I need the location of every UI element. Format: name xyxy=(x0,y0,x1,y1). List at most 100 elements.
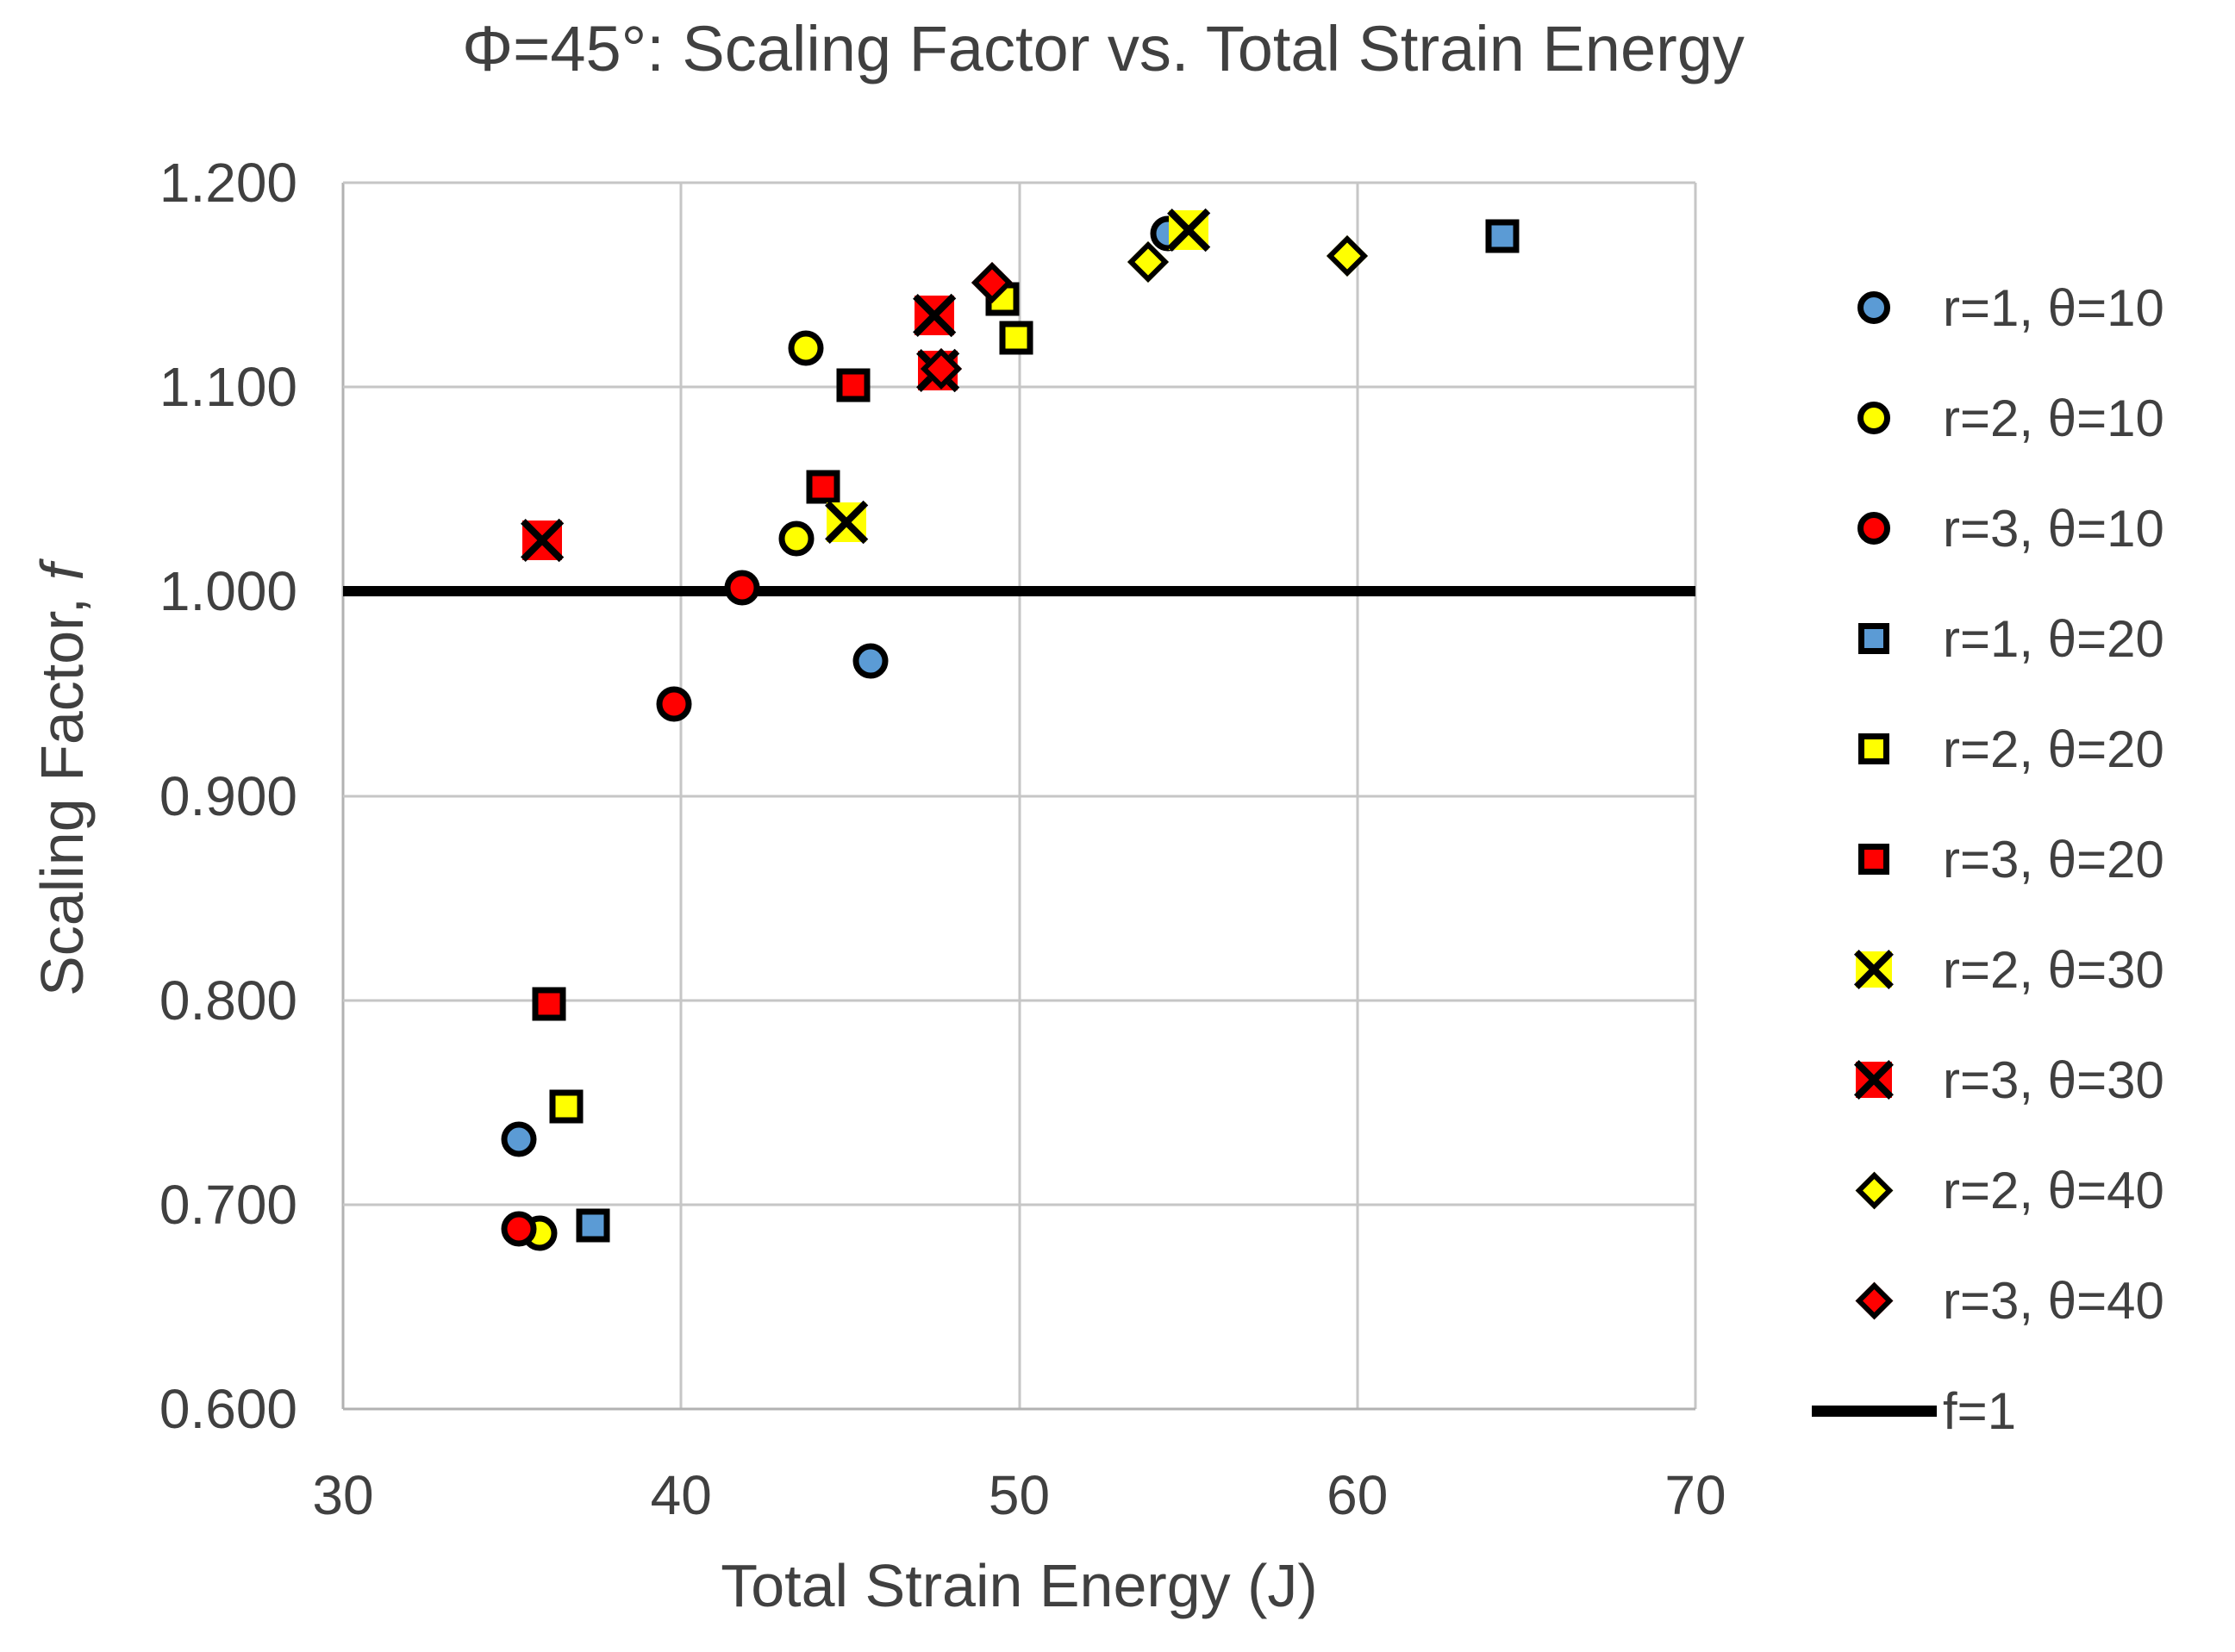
f-equals-1-reference-line xyxy=(343,586,1695,597)
data-point xyxy=(1326,235,1369,277)
data-point xyxy=(836,368,871,402)
data-point xyxy=(1485,219,1520,253)
data-point xyxy=(1168,209,1208,250)
legend-marker-slot xyxy=(1810,1062,1938,1098)
legend-item: r=1, θ=20 xyxy=(1810,604,2164,673)
xsquare-marker-icon xyxy=(1168,209,1208,250)
xsquare-marker-icon xyxy=(827,502,867,542)
xsquare-marker-icon xyxy=(522,521,563,561)
legend-item: f=1 xyxy=(1810,1376,2016,1445)
data-point xyxy=(806,470,840,504)
square-marker-icon xyxy=(532,987,566,1021)
legend-label: r=2, θ=10 xyxy=(1943,389,2164,447)
circle-marker-icon xyxy=(778,521,815,557)
legend-marker-slot xyxy=(1810,844,1938,875)
y-tick-label: 0.700 xyxy=(159,1173,297,1236)
data-point xyxy=(501,1121,537,1157)
x-axis-title: Total Strain Energy (J) xyxy=(721,1552,1318,1619)
data-point xyxy=(549,1089,584,1124)
diamond-marker-icon xyxy=(921,347,963,390)
x-tick-label: 30 xyxy=(312,1464,374,1526)
line-marker-icon xyxy=(1811,1405,1937,1417)
square-marker-icon xyxy=(836,368,871,402)
square-marker-icon xyxy=(576,1208,610,1243)
vertical-gridline xyxy=(1694,183,1697,1409)
circle-marker-icon xyxy=(1857,291,1890,324)
x-tick-label: 60 xyxy=(1327,1464,1389,1526)
y-axis-title-text: Scaling Factor, xyxy=(28,580,96,996)
legend-label: f=1 xyxy=(1943,1381,2017,1440)
legend-marker-slot xyxy=(1810,733,1938,764)
legend-marker-slot xyxy=(1810,951,1938,988)
square-marker-icon xyxy=(1485,219,1520,253)
y-tick-label: 0.900 xyxy=(159,764,297,827)
legend-label: r=3, θ=30 xyxy=(1943,1050,2164,1109)
horizontal-gridline xyxy=(343,1407,1695,1411)
legend-marker-slot xyxy=(1810,1405,1938,1417)
data-point xyxy=(827,502,867,542)
data-point xyxy=(971,262,1014,304)
data-point xyxy=(501,1211,537,1247)
legend-item: r=2, θ=40 xyxy=(1810,1156,2164,1225)
square-marker-icon xyxy=(1858,623,1889,654)
legend-label: r=3, θ=10 xyxy=(1943,499,2164,558)
diamond-marker-icon xyxy=(1855,1281,1893,1319)
circle-marker-icon xyxy=(1857,402,1890,434)
x-tick-label: 50 xyxy=(988,1464,1051,1526)
diamond-marker-icon xyxy=(1855,1171,1893,1209)
chart-title: Φ=45°: Scaling Factor vs. Total Strain E… xyxy=(462,13,1745,84)
data-point xyxy=(999,321,1033,355)
data-point xyxy=(915,296,955,336)
data-point xyxy=(778,521,815,557)
legend-item: r=3, θ=40 xyxy=(1810,1266,2164,1335)
horizontal-gridline xyxy=(343,385,1695,389)
legend-item: r=3, θ=30 xyxy=(1810,1045,2164,1114)
legend-marker-slot xyxy=(1810,402,1938,434)
legend-label: r=1, θ=10 xyxy=(1943,278,2164,337)
y-tick-label: 0.600 xyxy=(159,1378,297,1440)
data-point xyxy=(724,570,760,606)
legend-label: r=3, θ=40 xyxy=(1943,1271,2164,1330)
plot-area xyxy=(341,181,1697,1411)
legend-item: r=2, θ=10 xyxy=(1810,383,2164,452)
square-marker-icon xyxy=(1858,844,1889,875)
xsquare-marker-icon xyxy=(1856,951,1892,988)
square-marker-icon xyxy=(999,321,1033,355)
xsquare-marker-icon xyxy=(1856,1062,1892,1098)
y-axis-title-variable: f xyxy=(28,564,96,581)
horizontal-gridline xyxy=(343,795,1695,797)
xsquare-marker-icon xyxy=(915,296,955,336)
legend-item: r=2, θ=20 xyxy=(1810,714,2164,783)
legend-label: r=2, θ=40 xyxy=(1943,1161,2164,1219)
horizontal-gridline xyxy=(343,181,1695,184)
circle-marker-icon xyxy=(501,1211,537,1247)
diamond-marker-icon xyxy=(971,262,1014,304)
circle-marker-icon xyxy=(788,330,824,366)
circle-marker-icon xyxy=(852,643,889,679)
circle-marker-icon xyxy=(656,686,692,722)
legend-label: r=3, θ=20 xyxy=(1943,830,2164,888)
legend-item: r=1, θ=10 xyxy=(1810,273,2164,342)
legend-label: r=2, θ=20 xyxy=(1943,720,2164,778)
circle-marker-icon xyxy=(1857,512,1890,545)
x-tick-label: 40 xyxy=(650,1464,712,1526)
data-point xyxy=(656,686,692,722)
circle-marker-icon xyxy=(724,570,760,606)
diamond-marker-icon xyxy=(1326,235,1369,277)
y-tick-label: 1.000 xyxy=(159,560,297,623)
legend-marker-slot xyxy=(1810,512,1938,545)
data-point xyxy=(1127,241,1169,284)
diamond-marker-icon xyxy=(1127,241,1169,284)
horizontal-gridline xyxy=(343,1203,1695,1206)
y-tick-label: 1.100 xyxy=(159,356,297,419)
legend-label: r=2, θ=30 xyxy=(1943,940,2164,999)
data-point xyxy=(522,521,563,561)
data-point xyxy=(788,330,824,366)
legend-marker-slot xyxy=(1810,1281,1938,1319)
legend-label: r=1, θ=20 xyxy=(1943,609,2164,668)
data-point xyxy=(532,987,566,1021)
legend-marker-slot xyxy=(1810,623,1938,654)
legend-item: r=3, θ=20 xyxy=(1810,825,2164,894)
y-tick-label: 0.800 xyxy=(159,969,297,1032)
